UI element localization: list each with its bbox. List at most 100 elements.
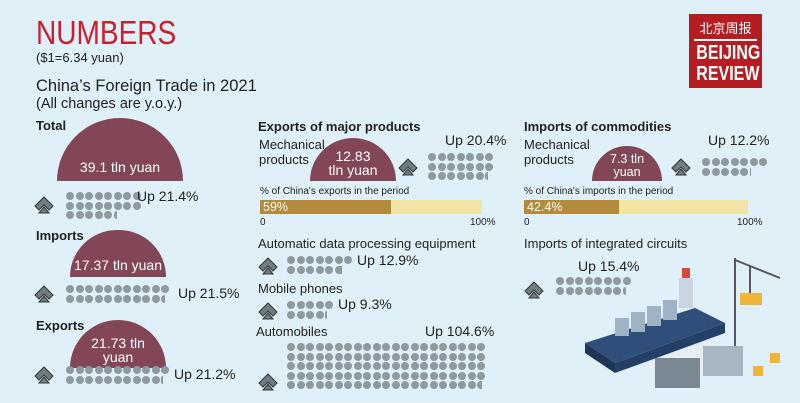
up-arrow-icon [34, 285, 54, 305]
percent-dot [456, 153, 465, 161]
percent-dot [334, 362, 343, 370]
imports-amount: 17.37 tln yuan [74, 257, 162, 274]
exp-share-bar: 59% [260, 200, 482, 214]
percent-dot [565, 277, 574, 285]
percent-dot [363, 381, 371, 389]
percent-dot [66, 201, 74, 210]
percent-dot [306, 352, 314, 361]
percent-dot [66, 366, 74, 374]
percent-dot [306, 301, 314, 309]
percent-dot [334, 352, 343, 361]
percent-dot [420, 343, 428, 351]
percent-dot [334, 256, 343, 264]
percent-dot [287, 362, 295, 370]
percent-dot [287, 310, 295, 319]
percent-dot [306, 256, 314, 264]
percent-dot [477, 362, 485, 370]
percent-dot [94, 201, 103, 210]
percent-dot [740, 167, 748, 176]
percent-dot [391, 371, 400, 380]
percent-dot [556, 286, 564, 295]
percent-dot [477, 352, 485, 361]
percent-dot [410, 352, 419, 361]
note: (All changes are y.o.y.) [36, 96, 183, 112]
percent-dot [287, 343, 295, 351]
percent-dot [458, 381, 466, 389]
percent-dot [401, 381, 409, 389]
exports-label: Exports [36, 318, 85, 333]
percent-dot [66, 211, 74, 219]
percent-dot [296, 256, 305, 264]
percent-dot [315, 343, 324, 351]
percent-dot [344, 343, 352, 351]
percent-dot [749, 167, 752, 176]
percent-dot [458, 362, 466, 370]
percent-dot [296, 301, 305, 309]
percent-dot [420, 371, 428, 380]
percent-dot [439, 343, 447, 351]
imports-change: Up 21.5% [178, 285, 240, 301]
exp-share-label: % of China's exports in the period [260, 186, 410, 197]
percent-dot [287, 301, 295, 309]
percent-dot [603, 277, 612, 285]
percent-dot [66, 375, 74, 384]
percent-dot [306, 310, 314, 319]
percent-dot [123, 201, 131, 210]
percent-dot [151, 285, 160, 293]
percent-dot [113, 201, 122, 210]
percent-dot [113, 192, 122, 200]
percent-dot [429, 362, 438, 370]
percent-dot [287, 352, 295, 361]
percent-dot [104, 294, 112, 303]
percent-dot [123, 294, 131, 303]
percent-dot [151, 294, 160, 303]
percent-dot [420, 362, 428, 370]
exports-heading: Exports of major products [258, 119, 421, 134]
percent-dot [85, 375, 93, 384]
imp-mech-change: Up 12.2% [708, 132, 770, 148]
percent-dot [104, 375, 112, 384]
exp-share-fill: 59% [260, 200, 391, 214]
percent-dot [94, 285, 103, 293]
percent-dot [142, 375, 150, 384]
percent-dot [344, 256, 352, 264]
percent-dot [142, 294, 150, 303]
imp-bar-min: 0 [524, 217, 530, 228]
exp-mech-label: Mechanical products [259, 137, 325, 167]
percent-dot [622, 277, 631, 285]
percent-dot [475, 153, 484, 161]
percent-dot [325, 265, 333, 274]
percent-dot [94, 294, 103, 303]
percent-dot [711, 167, 720, 176]
percent-dot [104, 211, 112, 219]
percent-dot [142, 366, 150, 374]
imports-semicircle: 17.37 tln yuan [70, 230, 166, 277]
exp-bar-max: 100% [470, 217, 496, 228]
up-arrow-icon [34, 196, 54, 216]
exports-change: Up 21.2% [174, 366, 236, 382]
percent-dot [437, 172, 446, 180]
percent-dot [447, 162, 455, 171]
percent-dot [466, 162, 474, 171]
percent-dot [475, 162, 484, 171]
percent-dot [439, 362, 447, 370]
percent-dot [401, 362, 409, 370]
percent-dot [287, 371, 295, 380]
percent-dot [353, 343, 362, 351]
percent-dot [325, 381, 333, 389]
percent-dot [306, 371, 314, 380]
percent-dot [372, 381, 381, 389]
percent-dot [315, 362, 324, 370]
up-arrow-icon [258, 302, 278, 322]
percent-dot [382, 381, 390, 389]
percent-dot [85, 285, 93, 293]
percent-dot [296, 343, 305, 351]
percent-dot [485, 172, 489, 180]
percent-dot [730, 167, 739, 176]
percent-dot [485, 153, 493, 161]
exp-mech-dot-grid [428, 153, 493, 180]
percent-dot [75, 211, 84, 219]
percent-dot [85, 201, 93, 210]
percent-dot [730, 158, 739, 166]
percent-dot [382, 343, 390, 351]
